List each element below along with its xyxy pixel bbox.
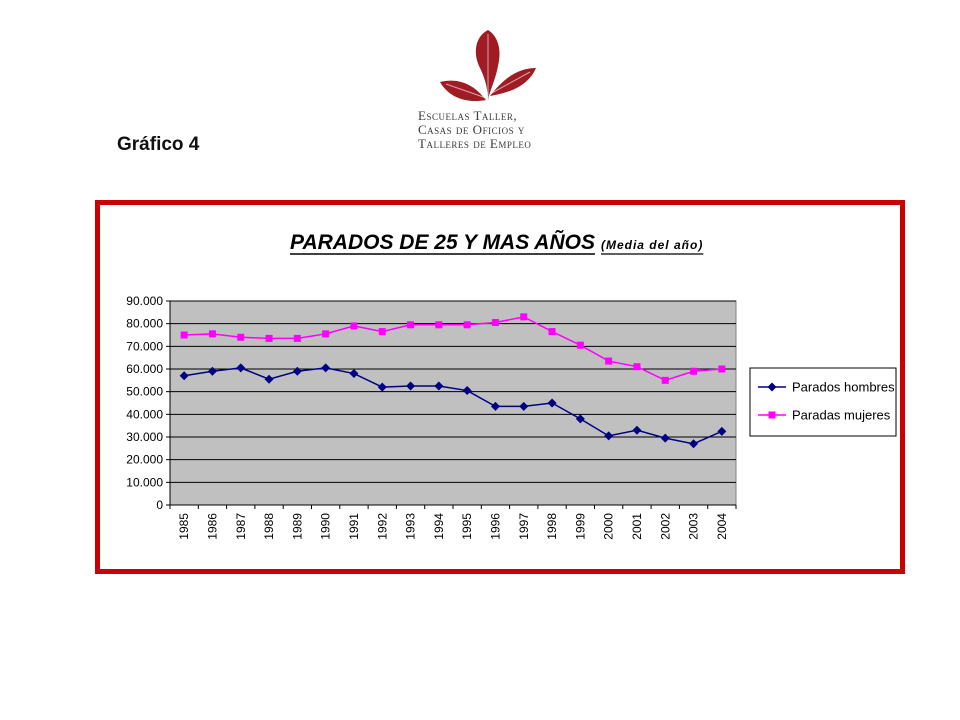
data-point <box>236 363 246 373</box>
x-tick-label: 2001 <box>630 513 644 540</box>
data-point <box>322 330 330 338</box>
y-tick-label: 20.000 <box>126 453 163 467</box>
leaf-veins <box>445 34 531 99</box>
x-tick-label: 1995 <box>460 513 474 540</box>
legend-label: Parados hombres <box>792 380 895 395</box>
data-point <box>208 330 216 338</box>
data-point <box>575 414 585 424</box>
x-tick-label: 1988 <box>262 513 276 540</box>
x-tick-label: 2003 <box>687 513 701 540</box>
data-point <box>407 321 415 329</box>
data-point <box>350 322 358 330</box>
legend-box <box>749 367 897 437</box>
data-point <box>377 382 387 392</box>
data-point <box>547 398 557 408</box>
figure-label: Gráfico 4 <box>117 134 200 155</box>
logo-text-line-3: Talleres de Empleo <box>418 136 532 151</box>
y-tick-label: 10.000 <box>126 475 163 489</box>
data-point <box>491 319 499 327</box>
data-point <box>434 381 444 391</box>
y-tick-label: 30.000 <box>126 430 163 444</box>
data-point <box>264 374 274 384</box>
logo: Escuelas Taller, Casas de Oficios y Tall… <box>408 22 558 154</box>
legend-marker <box>768 411 776 419</box>
y-tick-label: 70.000 <box>126 339 163 353</box>
data-point <box>689 439 699 449</box>
data-point <box>690 367 698 375</box>
data-point <box>435 321 443 329</box>
x-tick-label: 2004 <box>715 513 729 540</box>
y-tick-label: 80.000 <box>126 317 163 331</box>
plot-area <box>169 300 737 506</box>
chart-title: PARADOS DE 25 Y MAS AÑOS <box>290 231 595 254</box>
x-tick-label: 1996 <box>488 513 502 540</box>
data-point <box>292 366 302 376</box>
data-point <box>519 401 529 411</box>
y-tick-label: 0 <box>156 498 163 512</box>
data-point <box>179 371 189 381</box>
x-tick-label: 1993 <box>404 513 418 540</box>
data-point <box>604 431 614 441</box>
x-tick-label: 1986 <box>205 513 219 540</box>
data-point <box>576 341 584 349</box>
x-tick-label: 1991 <box>347 513 361 540</box>
data-point <box>463 321 471 329</box>
x-tick-label: 1998 <box>545 513 559 540</box>
data-point <box>321 363 331 373</box>
data-point <box>605 357 613 365</box>
logo-text-line-2: Casas de Oficios y <box>418 122 525 137</box>
x-tick-label: 1999 <box>573 513 587 540</box>
x-tick-label: 1987 <box>234 513 248 540</box>
x-tick-label: 1994 <box>432 513 446 540</box>
data-point <box>237 333 245 341</box>
series-parados-hombres <box>179 363 727 449</box>
x-tick-label: 2002 <box>658 513 672 540</box>
x-tick-label: 2000 <box>602 513 616 540</box>
chart-frame: PARADOS DE 25 Y MAS AÑOS (Media del año) 0… <box>95 200 905 574</box>
y-tick-label: 90.000 <box>126 294 163 308</box>
data-point <box>378 328 386 336</box>
data-point <box>718 365 726 373</box>
data-point <box>717 426 727 436</box>
logo-text-line-1: Escuelas Taller, <box>418 108 518 123</box>
data-point <box>180 331 188 339</box>
data-point <box>632 425 642 435</box>
x-tick-label: 1989 <box>290 513 304 540</box>
x-tick-label: 1997 <box>517 513 531 540</box>
x-tick-label: 1985 <box>177 513 191 540</box>
x-tick-label: 1992 <box>375 513 389 540</box>
legend-label: Paradas mujeres <box>792 408 891 423</box>
data-point <box>265 334 273 342</box>
y-tick-label: 60.000 <box>126 362 163 376</box>
series-line <box>184 316 722 382</box>
leaf-left <box>440 80 486 102</box>
chart-subtitle: (Media del año) <box>601 238 703 252</box>
y-tick-label: 40.000 <box>126 407 163 421</box>
line-chart: PARADOS DE 25 Y MAS AÑOS (Media del año) 0… <box>126 231 897 540</box>
x-tick-label: 1990 <box>319 513 333 540</box>
data-point <box>661 376 669 384</box>
series-paradas-mujeres <box>180 313 726 384</box>
data-point <box>548 328 556 336</box>
data-point <box>490 401 500 411</box>
series-line <box>184 367 723 445</box>
data-point <box>660 433 670 443</box>
data-point <box>462 386 472 396</box>
chart-title-group: PARADOS DE 25 Y MAS AÑOS (Media del año) <box>290 231 704 255</box>
legend-marker <box>767 382 777 392</box>
y-tick-label: 50.000 <box>126 385 163 399</box>
data-point <box>349 369 359 379</box>
data-point <box>293 334 301 342</box>
data-point <box>207 366 217 376</box>
holly-leaves-logo-icon <box>440 30 536 102</box>
data-point <box>406 381 416 391</box>
legend: Parados hombres Paradas mujeres <box>749 367 897 437</box>
data-point <box>520 313 528 321</box>
data-point <box>633 363 641 371</box>
